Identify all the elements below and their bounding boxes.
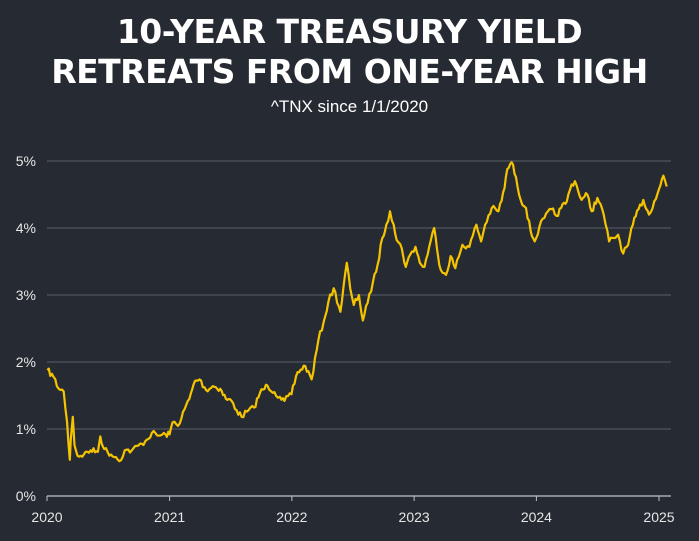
y-tick-label: 3%: [16, 287, 36, 303]
y-tick-label: 1%: [16, 421, 36, 437]
x-axis-tick-labels: 2020 2021 2022 2023 2024 2025: [31, 496, 675, 525]
chart-subtitle: ^TNX since 1/1/2020: [270, 97, 429, 116]
y-tick-label: 2%: [16, 354, 36, 370]
x-tick-label: 2021: [154, 509, 185, 525]
y-tick-label: 0%: [16, 488, 36, 504]
x-tick-label: 2024: [521, 509, 552, 525]
x-tick-label: 2022: [276, 509, 307, 525]
x-tick-label: 2023: [399, 509, 430, 525]
y-axis-tick-labels: 0% 1% 2% 3% 4% 5%: [16, 153, 36, 504]
y-tick-label: 5%: [16, 153, 36, 169]
x-tick-label: 2025: [643, 509, 674, 525]
yield-series-line: [46, 161, 668, 463]
chart-title-line-1: 10-YEAR TREASURY YIELD: [116, 12, 583, 51]
chart-title: 10-YEAR TREASURY YIELD RETREATS FROM ONE…: [0, 12, 699, 92]
x-tick-label: 2020: [31, 509, 62, 525]
y-tick-label: 4%: [16, 220, 36, 236]
chart-title-line-2: RETREATS FROM ONE-YEAR HIGH: [51, 52, 648, 91]
